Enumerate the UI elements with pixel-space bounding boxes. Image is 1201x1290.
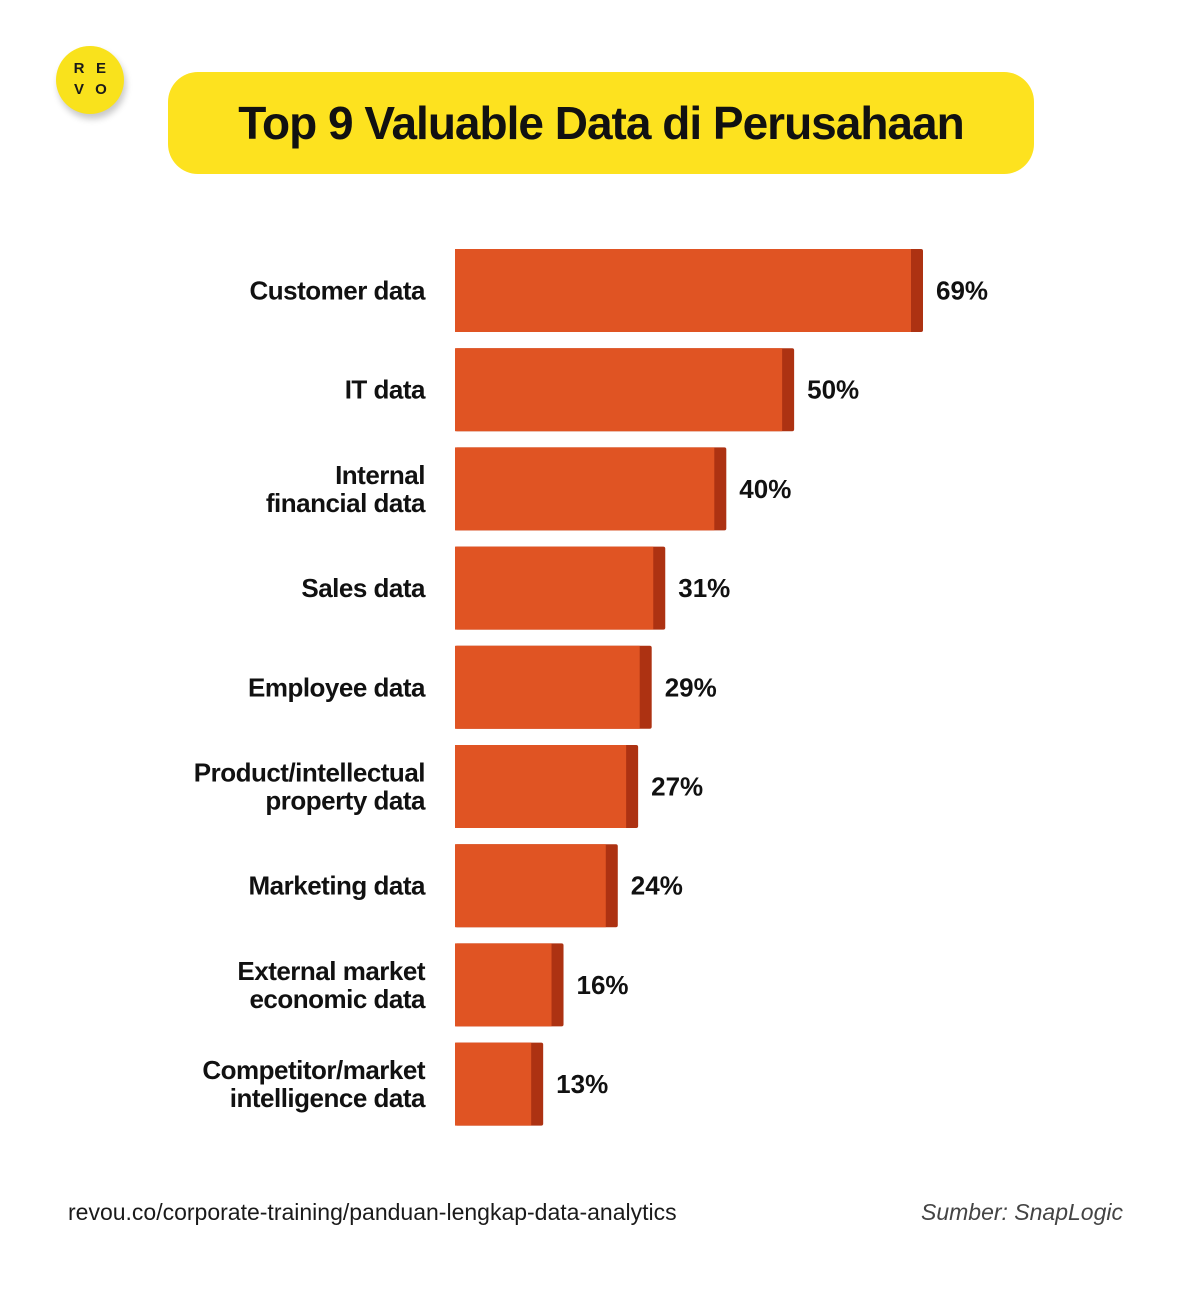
value-label-1: 69% xyxy=(936,276,988,306)
value-label-9: 13% xyxy=(556,1069,608,1099)
title-banner: Top 9 Valuable Data di Perusahaan xyxy=(168,72,1034,174)
category-label-6-line-2: property data xyxy=(265,786,426,816)
bar-face-4 xyxy=(455,546,654,630)
revou-logo: R E V O xyxy=(56,46,124,114)
category-label-8-line-2: economic data xyxy=(249,984,426,1014)
logo-letter-o: O xyxy=(95,81,107,98)
category-label-8-line-1: External market xyxy=(237,956,425,986)
footer-source: Sumber: SnapLogic xyxy=(920,1199,1123,1225)
bar-face-9 xyxy=(455,1042,532,1126)
category-label-2: IT data xyxy=(345,375,426,405)
category-label-9-line-2: intelligence data xyxy=(230,1083,426,1113)
category-label-5: Employee data xyxy=(248,672,426,702)
category-label-6-line-1: Product/intellectual xyxy=(194,758,425,788)
category-label-3-line-2: financial data xyxy=(266,488,426,518)
chart-title: Top 9 Valuable Data di Perusahaan xyxy=(238,97,964,149)
bar-face-5 xyxy=(455,645,640,729)
bar-face-8 xyxy=(455,943,552,1027)
value-label-7: 24% xyxy=(631,871,683,901)
category-label-3-line-1: Internal xyxy=(335,460,425,490)
logo-letter-r: R xyxy=(73,60,85,77)
bar-face-2 xyxy=(455,348,783,432)
bar-face-1 xyxy=(455,249,911,332)
value-label-5: 29% xyxy=(665,672,717,702)
category-label-1: Customer data xyxy=(249,276,426,306)
logo-letter-e: E xyxy=(95,60,106,77)
value-label-2: 50% xyxy=(807,375,859,405)
value-label-8: 16% xyxy=(577,970,629,1000)
bar-face-3 xyxy=(455,447,715,531)
value-label-4: 31% xyxy=(678,573,730,603)
category-label-9-line-1: Competitor/market xyxy=(202,1055,425,1085)
bar-face-6 xyxy=(455,745,627,828)
footer-url[interactable]: revou.co/corporate-training/panduan-leng… xyxy=(68,1199,677,1225)
category-label-7: Marketing data xyxy=(249,871,427,901)
bar-chart: 69% Customer data 50% IT data 40% Internalfin… xyxy=(194,249,988,1126)
value-label-6: 27% xyxy=(651,772,703,802)
category-label-4: Sales data xyxy=(301,573,426,603)
logo-letter-v: V xyxy=(73,81,84,98)
value-label-3: 40% xyxy=(739,474,791,504)
bar-face-7 xyxy=(455,844,606,928)
